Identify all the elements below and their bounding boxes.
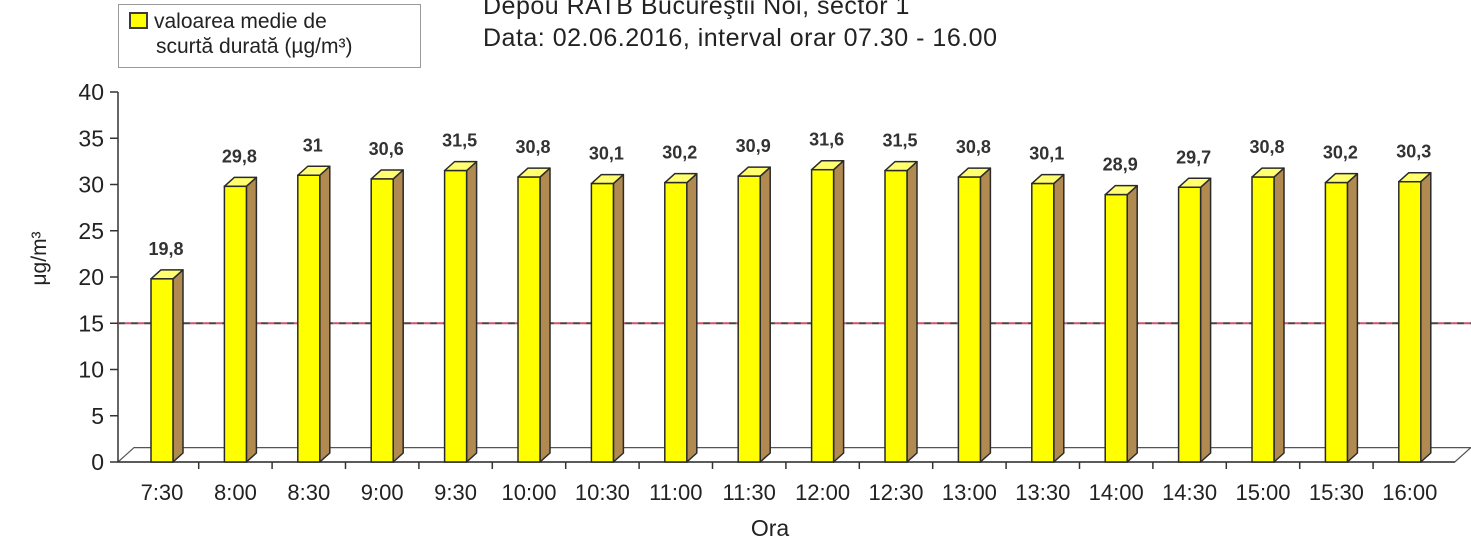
data-label: 30,8	[1249, 137, 1284, 157]
x-tick-label: 7:30	[141, 480, 184, 505]
bar	[957, 176, 982, 463]
data-label: 30,1	[1029, 144, 1064, 164]
x-tick-label: 13:00	[942, 480, 997, 505]
bar	[664, 181, 688, 463]
x-tick-label: 9:30	[434, 480, 477, 505]
bar	[810, 168, 835, 463]
y-axis-label: μg/m³	[28, 231, 51, 285]
data-label: 30,2	[662, 143, 697, 163]
x-tick-label: 15:00	[1235, 480, 1290, 505]
y-tick-label: 25	[78, 218, 104, 244]
data-label: 31	[303, 135, 323, 155]
data-label: 30,6	[369, 139, 404, 159]
y-tick-label: 15	[78, 310, 104, 336]
data-label: 30,3	[1396, 142, 1431, 162]
bar-side	[832, 159, 845, 463]
data-label: 30,9	[736, 136, 771, 156]
chart-title: Depou RATB Bucureştii Noi, sector 1 Data…	[483, 0, 998, 54]
x-tick-label: 14:30	[1162, 480, 1217, 505]
y-tick-label: 40	[78, 79, 104, 105]
bar-side	[759, 166, 771, 463]
x-tick-label: 10:30	[575, 480, 630, 505]
data-label: 31,6	[809, 130, 844, 150]
bar-side	[1420, 171, 1432, 463]
y-tick-label: 20	[78, 264, 104, 290]
bar-side	[1199, 177, 1212, 463]
x-tick-label: 14:00	[1089, 480, 1144, 505]
bar	[1324, 181, 1349, 463]
data-label: 30,8	[515, 137, 550, 157]
chart-title-line2: Data: 02.06.2016, interval orar 07.30 - …	[483, 24, 998, 52]
bar-side	[245, 176, 258, 463]
bar	[884, 169, 908, 463]
bar-side	[1053, 173, 1065, 463]
bar	[1031, 182, 1055, 463]
bar-side	[979, 167, 992, 463]
bar-side	[1273, 167, 1285, 463]
legend-swatch	[129, 12, 148, 29]
bar	[1398, 180, 1422, 463]
bar-side	[1346, 172, 1359, 463]
bar-side	[172, 269, 184, 463]
bar-side	[686, 172, 698, 463]
chart-title-line1: Depou RATB Bucureştii Noi, sector 1	[483, 0, 910, 20]
x-tick-label: 16:00	[1382, 480, 1437, 505]
data-label: 31,5	[442, 131, 477, 151]
data-label: 29,7	[1176, 147, 1211, 167]
legend: valoarea medie de scurtă durată (µg/m³)	[118, 4, 421, 68]
bar	[297, 174, 321, 463]
y-tick-label: 10	[78, 357, 104, 383]
bar-side	[906, 160, 918, 463]
data-label: 31,5	[882, 131, 917, 151]
bar-side	[319, 165, 331, 463]
bar-side	[539, 167, 551, 463]
data-label: 19,8	[148, 239, 183, 259]
x-axis-label: Ora	[751, 515, 790, 540]
bar	[590, 182, 615, 463]
x-tick-label: 8:00	[214, 480, 257, 505]
bar-side	[612, 173, 625, 463]
data-label: 29,8	[222, 146, 257, 166]
bar-side	[1126, 184, 1138, 463]
data-label: 30,2	[1323, 143, 1358, 163]
bar	[737, 175, 761, 463]
legend-label-line1: valoarea medie de	[154, 10, 327, 33]
data-label: 28,9	[1103, 155, 1138, 175]
legend-label-line2: scurtă durată (µg/m³)	[156, 35, 353, 58]
y-tick-label: 0	[91, 449, 104, 475]
bar	[1251, 176, 1275, 463]
data-label: 30,8	[956, 137, 991, 157]
y-tick-label: 35	[78, 125, 104, 151]
y-tick-label: 30	[78, 172, 104, 198]
bar-side	[465, 160, 478, 463]
bar	[223, 185, 248, 463]
bar	[370, 178, 394, 463]
bar	[517, 176, 541, 463]
bar	[1177, 186, 1202, 463]
y-tick-label: 5	[91, 403, 104, 429]
bar	[443, 169, 468, 463]
x-tick-label: 10:00	[501, 480, 556, 505]
bar	[150, 278, 174, 463]
data-label: 30,1	[589, 144, 624, 164]
bar-side	[392, 169, 404, 463]
x-tick-label: 8:30	[287, 480, 330, 505]
x-tick-label: 12:30	[868, 480, 923, 505]
bar	[1104, 193, 1128, 463]
x-tick-label: 11:30	[722, 480, 775, 505]
x-tick-label: 13:30	[1015, 480, 1070, 505]
x-tick-label: 9:00	[361, 480, 404, 505]
x-tick-label: 11:00	[649, 480, 702, 505]
x-tick-label: 15:30	[1309, 480, 1364, 505]
x-tick-label: 12:00	[795, 480, 850, 505]
